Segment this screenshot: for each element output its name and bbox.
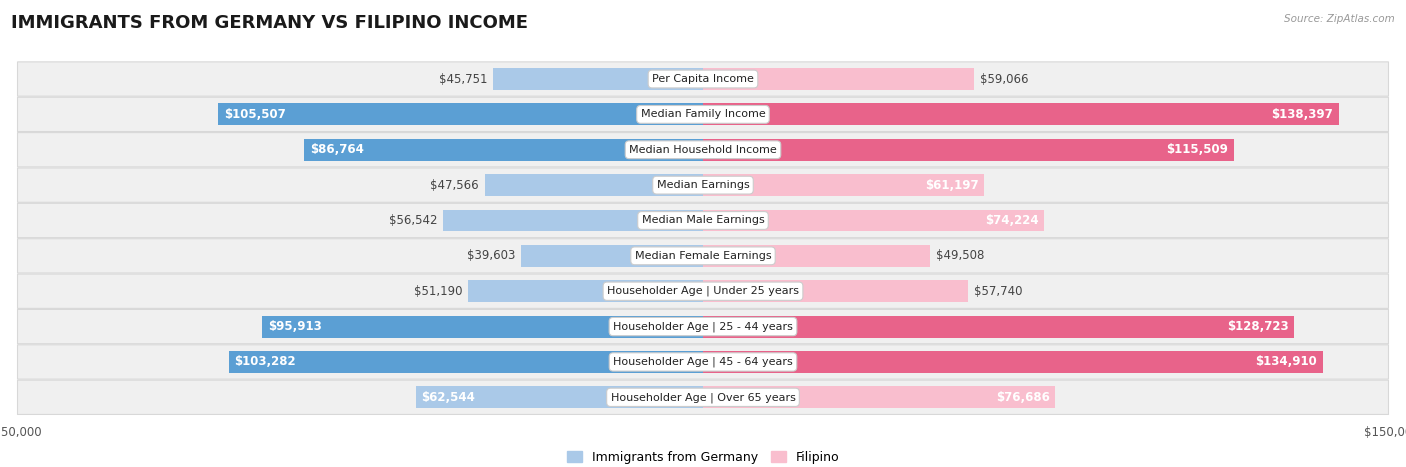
Bar — [263, 316, 703, 338]
Text: $61,197: $61,197 — [925, 178, 979, 191]
Text: $74,224: $74,224 — [984, 214, 1039, 227]
Text: $47,566: $47,566 — [430, 178, 479, 191]
FancyBboxPatch shape — [17, 380, 1389, 415]
Text: Median Male Earnings: Median Male Earnings — [641, 215, 765, 226]
Text: $128,723: $128,723 — [1227, 320, 1289, 333]
Text: Median Family Income: Median Family Income — [641, 109, 765, 120]
Bar — [229, 351, 703, 373]
Text: $86,764: $86,764 — [309, 143, 364, 156]
Text: $115,509: $115,509 — [1166, 143, 1227, 156]
FancyBboxPatch shape — [17, 274, 1389, 308]
Text: IMMIGRANTS FROM GERMANY VS FILIPINO INCOME: IMMIGRANTS FROM GERMANY VS FILIPINO INCO… — [11, 14, 529, 32]
Bar — [703, 139, 1233, 161]
Text: $105,507: $105,507 — [224, 108, 285, 121]
FancyBboxPatch shape — [17, 345, 1389, 379]
Text: Householder Age | Over 65 years: Householder Age | Over 65 years — [610, 392, 796, 403]
FancyBboxPatch shape — [17, 133, 1389, 167]
FancyBboxPatch shape — [17, 168, 1389, 202]
Text: $59,066: $59,066 — [980, 72, 1028, 85]
Bar — [468, 280, 703, 302]
Text: $76,686: $76,686 — [995, 391, 1050, 404]
Text: $134,910: $134,910 — [1256, 355, 1317, 368]
Text: $57,740: $57,740 — [974, 285, 1022, 298]
Text: $51,190: $51,190 — [413, 285, 463, 298]
Bar — [703, 174, 984, 196]
Text: $103,282: $103,282 — [235, 355, 295, 368]
Bar — [443, 210, 703, 232]
Text: $95,913: $95,913 — [269, 320, 322, 333]
Bar — [703, 351, 1323, 373]
Bar — [703, 386, 1056, 408]
Bar — [305, 139, 703, 161]
Text: $62,544: $62,544 — [422, 391, 475, 404]
FancyBboxPatch shape — [17, 310, 1389, 344]
FancyBboxPatch shape — [17, 239, 1389, 273]
Bar — [703, 68, 974, 90]
Bar — [485, 174, 703, 196]
Bar — [416, 386, 703, 408]
Bar — [703, 103, 1339, 125]
Text: Median Earnings: Median Earnings — [657, 180, 749, 190]
Text: Householder Age | 45 - 64 years: Householder Age | 45 - 64 years — [613, 357, 793, 367]
Legend: Immigrants from Germany, Filipino: Immigrants from Germany, Filipino — [562, 446, 844, 467]
Text: Median Female Earnings: Median Female Earnings — [634, 251, 772, 261]
FancyBboxPatch shape — [17, 62, 1389, 96]
Text: Source: ZipAtlas.com: Source: ZipAtlas.com — [1284, 14, 1395, 24]
Text: $138,397: $138,397 — [1271, 108, 1333, 121]
FancyBboxPatch shape — [17, 97, 1389, 132]
Bar — [703, 210, 1043, 232]
Text: Median Household Income: Median Household Income — [628, 145, 778, 155]
Bar — [703, 316, 1294, 338]
Bar — [703, 245, 931, 267]
FancyBboxPatch shape — [17, 203, 1389, 238]
Text: $49,508: $49,508 — [936, 249, 984, 262]
Text: Householder Age | 25 - 44 years: Householder Age | 25 - 44 years — [613, 321, 793, 332]
Text: $56,542: $56,542 — [389, 214, 437, 227]
Text: $39,603: $39,603 — [467, 249, 516, 262]
Bar — [494, 68, 703, 90]
Text: Householder Age | Under 25 years: Householder Age | Under 25 years — [607, 286, 799, 297]
Bar — [218, 103, 703, 125]
Text: Per Capita Income: Per Capita Income — [652, 74, 754, 84]
Text: $45,751: $45,751 — [439, 72, 488, 85]
Bar — [703, 280, 969, 302]
Bar — [522, 245, 703, 267]
